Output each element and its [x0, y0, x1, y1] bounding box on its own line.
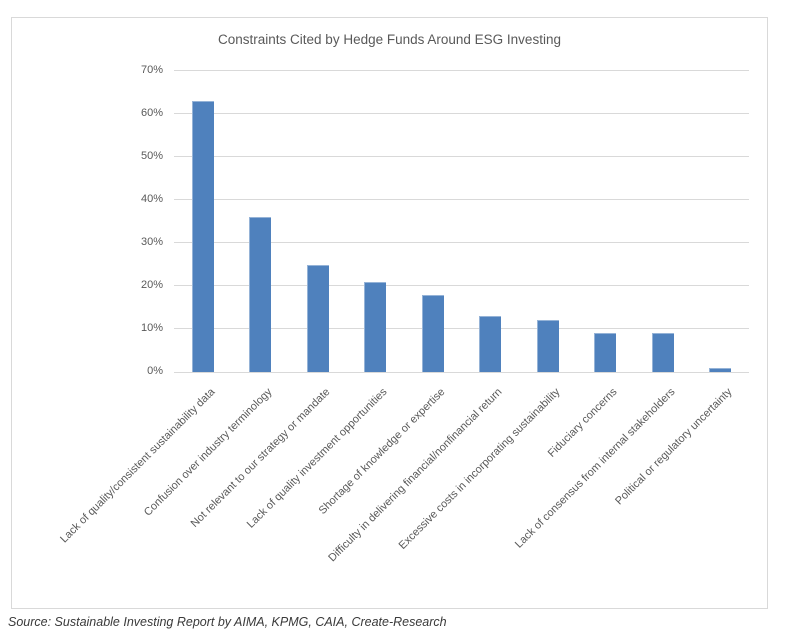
y-axis-tick-label: 30%	[140, 236, 163, 248]
x-axis-line	[174, 372, 749, 373]
gridline	[174, 113, 749, 114]
bar	[364, 281, 387, 372]
y-axis-tick-label: 0%	[147, 365, 163, 377]
y-axis-tick-label: 60%	[140, 107, 163, 119]
y-axis-tick-label: 70%	[140, 64, 163, 76]
gridline	[174, 285, 749, 286]
bar	[421, 294, 444, 372]
bar	[709, 367, 732, 372]
y-axis-tick-label: 40%	[140, 193, 163, 205]
gridline	[174, 328, 749, 329]
plot-area	[174, 70, 749, 373]
gridline	[174, 242, 749, 243]
gridline	[174, 199, 749, 200]
source-note: Source: Sustainable Investing Report by …	[8, 615, 447, 629]
x-axis-category-label: Lack of quality/consistent sustainabilit…	[57, 386, 218, 546]
bar	[594, 333, 617, 372]
bar	[651, 333, 674, 372]
bar	[191, 101, 214, 372]
bar	[536, 320, 559, 372]
gridline	[174, 156, 749, 157]
bar	[249, 217, 272, 372]
chart-title: Constraints Cited by Hedge Funds Around …	[218, 32, 561, 47]
chart-frame: Constraints Cited by Hedge Funds Around …	[11, 17, 768, 609]
bar	[479, 316, 502, 372]
gridline	[174, 70, 749, 71]
y-axis-tick-label: 20%	[140, 279, 163, 291]
y-axis-tick-label: 10%	[140, 322, 163, 334]
y-axis-tick-label: 50%	[140, 150, 163, 162]
bar	[306, 264, 329, 372]
